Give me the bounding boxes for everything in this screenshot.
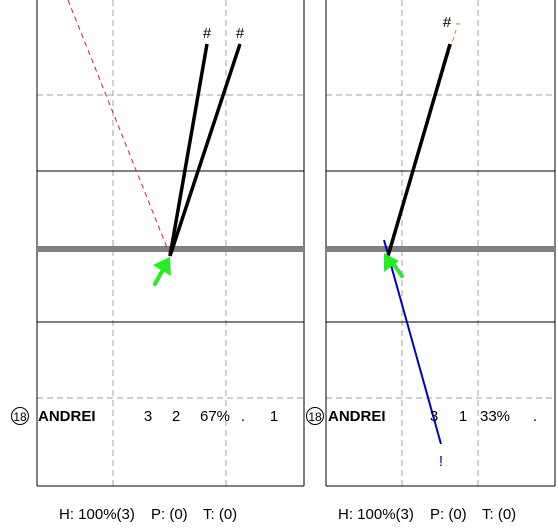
right-panel: # - ! 18 ANDREI 3 1 33% . H: 100%(3) P: …: [306, 0, 556, 523]
shot-line: [168, 43, 242, 257]
footer-t: T: (0): [482, 506, 516, 523]
stat-extra: 1: [270, 408, 278, 425]
blue-trajectory: [383, 239, 442, 445]
stat-a: 3: [430, 408, 438, 425]
stat-b: 1: [459, 408, 467, 425]
left-panel: # # 18 ANDREI 3 2 67% . 1 H: 100%(3) P: …: [11, 0, 305, 523]
footer-h: H: 100%(3): [59, 506, 135, 523]
player-name: ANDREI: [328, 408, 386, 425]
baseline-bar: [326, 246, 555, 252]
seq-circle: [306, 407, 324, 425]
seq-number: 18: [13, 410, 27, 424]
footer-p: P: (0): [430, 506, 467, 523]
footer-t: T: (0): [203, 506, 237, 523]
blocked-marker: !: [439, 453, 443, 470]
shot-marker: #: [203, 25, 212, 42]
stat-dot: .: [533, 408, 537, 425]
seq-circle: [11, 407, 29, 425]
stat-pct: 33%: [480, 408, 510, 425]
shot-line: [168, 43, 209, 257]
stat-a: 3: [144, 408, 152, 425]
stat-b: 2: [172, 408, 180, 425]
shot-line: [386, 43, 452, 257]
origin-arrow-icon: [384, 253, 404, 278]
miss-marker: -: [456, 15, 461, 32]
footer-h: H: 100%(3): [338, 506, 414, 523]
player-row: 18 ANDREI 3 2 67% . 1: [11, 407, 278, 425]
origin-arrow-icon: [153, 257, 171, 286]
seq-number: 18: [308, 410, 322, 424]
player-row: 18 ANDREI 3 1 33% .: [306, 407, 537, 425]
shot-marker: #: [236, 25, 245, 42]
footer-p: P: (0): [151, 506, 188, 523]
player-name: ANDREI: [38, 408, 96, 425]
stat-dot: .: [241, 408, 245, 425]
stat-pct: 67%: [200, 408, 230, 425]
red-trajectory: [67, 0, 171, 256]
shot-marker: #: [443, 14, 452, 31]
